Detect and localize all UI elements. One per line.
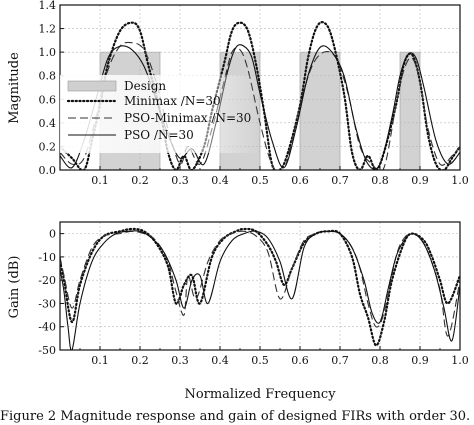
gain-x-tick-label: 0.5 xyxy=(251,354,269,367)
magnitude-x-tick-label: 0.2 xyxy=(131,174,149,187)
legend-label-design: Design xyxy=(124,79,166,93)
legend: Design Minimax /N=30 PSO-Minimax /N=30 P… xyxy=(60,75,260,153)
gain-y-tick-label: -40 xyxy=(38,321,56,334)
magnitude-x-tick-label: 0.1 xyxy=(91,174,109,187)
gain-x-tick-label: 1.0 xyxy=(451,354,469,367)
magnitude-x-tick-label: 0.7 xyxy=(331,174,349,187)
gain-panel: 0.1 0.2 0.3 0.4 0.5 0.6 0.7 0.8 0.9 1.0 -50 -40 -30 -… xyxy=(7,221,469,402)
gain-series-solid xyxy=(60,230,460,350)
magnitude-x-tick-label: 0.6 xyxy=(291,174,309,187)
magnitude-series-dashed xyxy=(60,41,460,170)
legend-label-pso: PSO /N=30 xyxy=(124,128,194,142)
magnitude-y-tick-label: 0.4 xyxy=(39,117,57,130)
magnitude-y-tick-label: 0.2 xyxy=(39,140,57,153)
legend-label-pso-minimax: PSO-Minimax /N=30 xyxy=(124,111,251,125)
gain-series-dotted xyxy=(60,227,460,347)
gain-y-tick-label: -10 xyxy=(38,251,56,264)
gain-grid xyxy=(60,222,460,350)
gain-ticks: 0.1 0.2 0.3 0.4 0.5 0.6 0.7 0.8 0.9 1.0 -50 -40 -30 -… xyxy=(38,228,468,367)
gain-x-tick-label: 0.4 xyxy=(211,354,229,367)
gain-x-tick-label: 0.7 xyxy=(331,354,349,367)
gain-x-tick-label: 0.6 xyxy=(291,354,309,367)
magnitude-ticks: 0.1 0.2 0.3 0.4 0.5 0.6 0.7 0.8 0.9 1.0 0.0 0.2 0.4 0… xyxy=(39,0,469,187)
gain-x-axis-label: Normalized Frequency xyxy=(184,387,336,402)
gain-y-axis-label: Gain (dB) xyxy=(7,256,22,319)
magnitude-x-tick-label: 0.8 xyxy=(371,174,389,187)
magnitude-x-tick-label: 0.4 xyxy=(211,174,229,187)
magnitude-y-tick-label: 0.0 xyxy=(39,164,57,177)
magnitude-x-tick-label: 0.9 xyxy=(411,174,429,187)
magnitude-y-tick-label: 1.4 xyxy=(39,0,57,12)
gain-x-tick-label: 0.3 xyxy=(171,354,189,367)
gain-y-tick-label: 0 xyxy=(49,228,56,241)
gain-y-tick-label: -20 xyxy=(38,274,56,287)
gain-series xyxy=(60,227,460,350)
gain-series-dashed xyxy=(60,230,460,337)
magnitude-x-tick-label: 1.0 xyxy=(451,174,469,187)
gain-y-tick-label: -50 xyxy=(38,344,56,357)
magnitude-y-tick-label: 0.8 xyxy=(39,70,57,83)
magnitude-y-axis-label: Magnitude xyxy=(7,52,22,124)
gain-x-tick-label: 0.1 xyxy=(91,354,109,367)
magnitude-panel: 0.1 0.2 0.3 0.4 0.5 0.6 0.7 0.8 0.9 1.0 0.0 0.2 0.4 0… xyxy=(7,0,469,187)
magnitude-x-tick-label: 0.3 xyxy=(171,174,189,187)
legend-swatch-design xyxy=(67,80,117,92)
legend-label-minimax: Minimax /N=30 xyxy=(124,94,221,108)
gain-x-tick-label: 0.2 xyxy=(131,354,149,367)
magnitude-y-tick-label: 0.6 xyxy=(39,93,57,106)
gain-x-tick-label: 0.9 xyxy=(411,354,429,367)
magnitude-y-tick-label: 1.2 xyxy=(39,23,57,36)
gain-y-tick-label: -30 xyxy=(38,297,56,310)
magnitude-x-tick-label: 0.5 xyxy=(251,174,269,187)
gain-x-tick-label: 0.8 xyxy=(371,354,389,367)
figure-caption: Figure 2 Magnitude response and gain of … xyxy=(0,409,474,424)
magnitude-y-tick-label: 1.0 xyxy=(39,46,57,59)
